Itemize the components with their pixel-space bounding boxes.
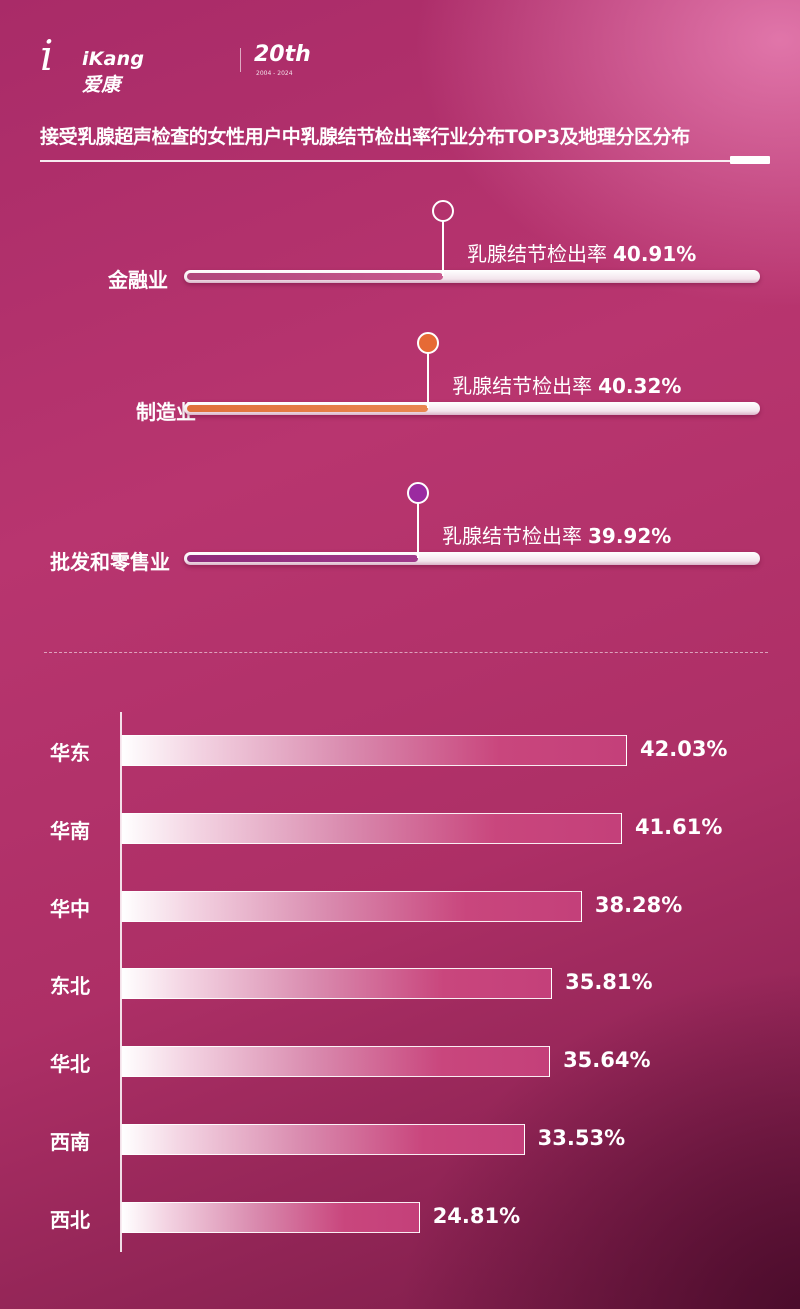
title-underline [40, 160, 768, 162]
industry-bar-track [184, 402, 760, 415]
region-bar [121, 891, 582, 922]
region-bar [121, 813, 622, 844]
industry-bar-fill [187, 405, 429, 412]
region-value-label: 35.64% [563, 1048, 651, 1072]
marker-pin [432, 200, 454, 222]
anniversary-years: 2004 - 2024 [256, 70, 293, 77]
region-label: 东北 [50, 974, 90, 998]
industry-label: 金融业 [108, 268, 168, 292]
page-title: 接受乳腺超声检查的女性用户中乳腺结节检出率行业分布TOP3及地理分区分布 [40, 126, 690, 148]
industry-bar-fill [187, 555, 418, 562]
marker-pin [417, 332, 440, 354]
region-bar [121, 1202, 420, 1233]
region-bar [121, 1124, 525, 1155]
value-prefix: 乳腺结节检出率 [452, 374, 593, 398]
logo-divider [240, 48, 241, 72]
value-number: 40.91% [613, 242, 697, 266]
section-divider [44, 652, 768, 653]
region-label: 华北 [50, 1052, 90, 1076]
anniversary-mark: 20th [254, 42, 311, 67]
region-label: 西北 [50, 1208, 90, 1232]
industry-bar-track [184, 270, 760, 283]
region-value-label: 24.81% [432, 1204, 521, 1228]
title-underline-cap [730, 156, 770, 164]
region-label: 西南 [50, 1130, 90, 1154]
industry-bar-fill [187, 273, 443, 280]
region-bar [121, 735, 627, 766]
industry-value-label: 乳腺结节检出率 40.32% [452, 370, 681, 399]
region-value-label: 35.81% [565, 970, 653, 994]
value-prefix: 乳腺结节检出率 [442, 524, 582, 548]
region-value-label: 38.28% [594, 893, 683, 917]
region-value-label: 41.61% [634, 815, 723, 839]
industry-value-label: 乳腺结节检出率 39.92% [442, 520, 671, 549]
marker-pin [407, 482, 429, 504]
value-prefix: 乳腺结节检出率 [467, 242, 607, 266]
value-number: 40.32% [598, 374, 682, 398]
industry-value-label: 乳腺结节检出率 40.91% [467, 238, 696, 267]
value-number: 39.92% [588, 524, 672, 548]
marker-stem [417, 502, 419, 558]
region-bar [121, 968, 553, 999]
region-label: 华东 [50, 741, 90, 765]
marker-stem [442, 220, 444, 276]
industry-label: 批发和零售业 [50, 550, 170, 574]
region-value-label: 42.03% [640, 737, 728, 761]
region-label: 华南 [50, 819, 90, 843]
region-label: 华中 [50, 897, 90, 921]
logo-i-mark: i [40, 31, 54, 80]
region-value-label: 33.53% [537, 1126, 626, 1150]
marker-stem [427, 352, 430, 408]
industry-bar-track [184, 552, 760, 565]
region-bar [121, 1046, 551, 1077]
brand-name: iKang爱康 [82, 48, 145, 96]
